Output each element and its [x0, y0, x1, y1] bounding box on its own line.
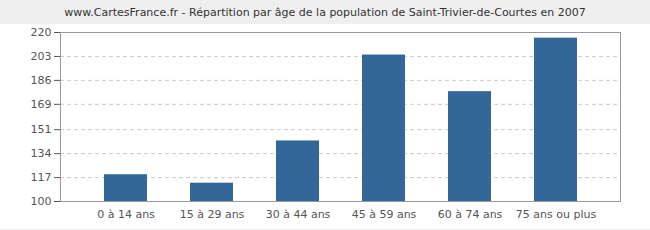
svg-text:0 à 14 ans: 0 à 14 ans	[97, 208, 155, 221]
svg-text:134: 134	[31, 147, 52, 160]
svg-text:117: 117	[31, 171, 52, 184]
svg-text:203: 203	[31, 50, 52, 63]
svg-text:15 à 29 ans: 15 à 29 ans	[180, 208, 245, 221]
svg-text:45 à 59 ans: 45 à 59 ans	[352, 208, 417, 221]
svg-text:100: 100	[31, 195, 52, 208]
html-text:www.CartesFrance.fr - Répartit: www.CartesFrance.fr - Répartition par âg…	[64, 6, 586, 19]
svg-text:75 ans ou plus: 75 ans ou plus	[516, 208, 597, 221]
svg-text:30 à 44 ans: 30 à 44 ans	[266, 208, 331, 221]
svg-text:169: 169	[31, 98, 52, 111]
svg-text:151: 151	[31, 123, 52, 136]
svg-text:60 à 74 ans: 60 à 74 ans	[438, 208, 503, 221]
svg-text:186: 186	[31, 74, 52, 87]
svg-text:220: 220	[31, 26, 52, 39]
